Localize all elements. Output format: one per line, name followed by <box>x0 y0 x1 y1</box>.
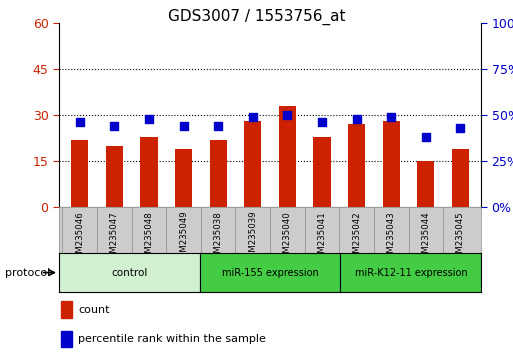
Text: miR-155 expression: miR-155 expression <box>222 268 319 278</box>
Point <box>422 134 430 140</box>
Text: GSM235045: GSM235045 <box>456 211 465 263</box>
Bar <box>383 121 400 207</box>
Point <box>145 116 153 121</box>
Text: GSM235046: GSM235046 <box>75 211 84 263</box>
Point <box>318 120 326 125</box>
Text: GSM235040: GSM235040 <box>283 211 292 263</box>
Text: GSM235044: GSM235044 <box>421 211 430 263</box>
Text: GSM235042: GSM235042 <box>352 211 361 263</box>
Text: GSM235048: GSM235048 <box>145 211 153 263</box>
Point <box>249 114 257 120</box>
Text: GSM235047: GSM235047 <box>110 211 119 263</box>
Text: GSM235041: GSM235041 <box>318 211 326 263</box>
Text: GSM235043: GSM235043 <box>387 211 396 263</box>
Bar <box>175 149 192 207</box>
Text: miR-K12-11 expression: miR-K12-11 expression <box>354 268 467 278</box>
Bar <box>452 149 469 207</box>
Bar <box>106 146 123 207</box>
Bar <box>244 121 262 207</box>
Text: protocol: protocol <box>5 268 50 278</box>
Text: GSM235039: GSM235039 <box>248 211 258 263</box>
Bar <box>71 139 88 207</box>
Point <box>75 120 84 125</box>
Bar <box>141 137 157 207</box>
Bar <box>417 161 435 207</box>
Point <box>352 116 361 121</box>
Bar <box>313 137 331 207</box>
Text: GSM235038: GSM235038 <box>214 211 223 263</box>
Text: GSM235049: GSM235049 <box>179 211 188 263</box>
Bar <box>61 302 72 318</box>
Text: control: control <box>111 268 148 278</box>
Point <box>283 112 291 118</box>
Point <box>214 123 222 129</box>
Bar <box>348 124 365 207</box>
Bar <box>279 106 296 207</box>
Text: percentile rank within the sample: percentile rank within the sample <box>78 334 266 344</box>
Bar <box>209 139 227 207</box>
Point <box>457 125 465 131</box>
Point <box>180 123 188 129</box>
Point <box>387 114 396 120</box>
Bar <box>61 331 72 347</box>
Text: GDS3007 / 1553756_at: GDS3007 / 1553756_at <box>168 9 345 25</box>
Point <box>110 123 119 129</box>
Text: count: count <box>78 304 109 315</box>
